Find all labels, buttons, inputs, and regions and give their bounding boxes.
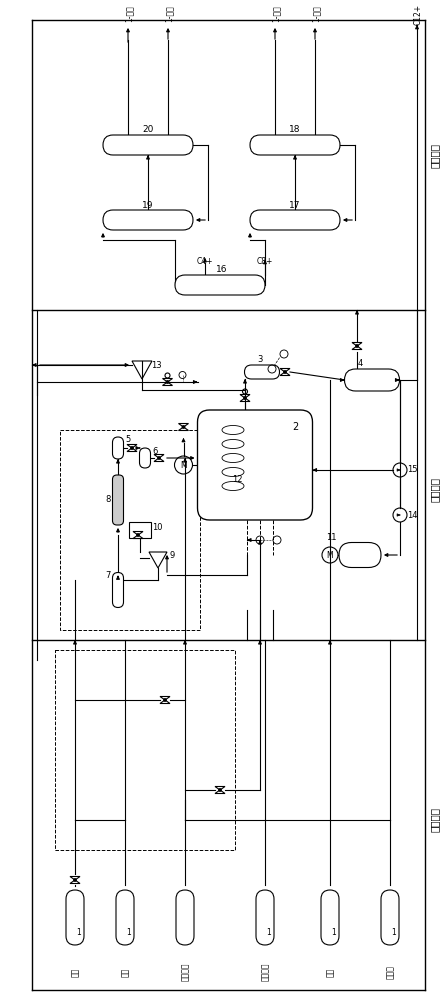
Text: 17: 17 (289, 200, 301, 210)
Text: 淬灭剂: 淬灭剂 (385, 965, 395, 979)
Text: 1: 1 (127, 928, 131, 937)
Circle shape (158, 457, 160, 459)
Circle shape (131, 447, 133, 449)
FancyBboxPatch shape (321, 890, 339, 945)
FancyBboxPatch shape (66, 890, 84, 945)
Text: 14: 14 (407, 510, 417, 520)
FancyBboxPatch shape (139, 448, 151, 468)
Text: 8: 8 (105, 495, 111, 504)
FancyBboxPatch shape (103, 135, 193, 155)
FancyBboxPatch shape (245, 365, 280, 379)
Text: 12: 12 (232, 476, 242, 485)
Circle shape (284, 371, 286, 373)
Text: 13: 13 (151, 360, 161, 369)
Text: 11: 11 (326, 533, 336, 542)
Text: 15: 15 (407, 466, 417, 475)
Text: 5: 5 (125, 436, 131, 444)
FancyBboxPatch shape (198, 410, 313, 520)
Text: 1-丁烯: 1-丁烯 (125, 6, 134, 22)
Text: 1-癸烯: 1-癸烯 (311, 6, 320, 22)
Text: 7: 7 (105, 572, 111, 580)
Text: 16: 16 (216, 265, 228, 274)
Text: 原料单元: 原料单元 (430, 808, 440, 832)
FancyBboxPatch shape (250, 135, 340, 155)
FancyBboxPatch shape (176, 890, 194, 945)
Text: 4: 4 (358, 359, 362, 367)
Text: 3: 3 (257, 355, 263, 363)
Text: C4+: C4+ (197, 256, 213, 265)
Text: 10: 10 (152, 524, 162, 532)
Bar (129, 522, 151, 538)
Text: M: M (327, 550, 333, 560)
Text: 18: 18 (289, 125, 301, 134)
Circle shape (166, 381, 169, 383)
FancyBboxPatch shape (345, 369, 400, 391)
Text: C12+: C12+ (414, 3, 422, 25)
Text: 溶剂: 溶剂 (326, 967, 335, 977)
Text: 氢气: 氢气 (121, 967, 129, 977)
Circle shape (356, 345, 358, 347)
Bar (60, 430, 200, 630)
Text: 1: 1 (332, 928, 336, 937)
Circle shape (182, 426, 185, 428)
Text: 1-己烯: 1-己烯 (164, 6, 173, 22)
Circle shape (74, 879, 76, 881)
FancyBboxPatch shape (103, 210, 193, 230)
FancyBboxPatch shape (116, 890, 134, 945)
Text: 2: 2 (292, 422, 298, 432)
Text: 反应单元: 反应单元 (430, 478, 440, 502)
Text: 主催化剂: 主催化剂 (181, 963, 190, 981)
FancyBboxPatch shape (112, 475, 124, 525)
FancyBboxPatch shape (175, 275, 265, 295)
FancyBboxPatch shape (256, 890, 274, 945)
FancyBboxPatch shape (381, 890, 399, 945)
FancyBboxPatch shape (112, 572, 124, 607)
Circle shape (137, 534, 139, 536)
Circle shape (244, 397, 246, 399)
FancyBboxPatch shape (339, 542, 381, 568)
Text: 1: 1 (77, 928, 82, 937)
Text: M: M (180, 460, 187, 470)
Text: 1-辛烯: 1-辛烯 (271, 6, 280, 22)
FancyBboxPatch shape (112, 437, 124, 459)
Text: 助催化剂: 助催化剂 (260, 963, 270, 981)
Text: 20: 20 (142, 125, 154, 134)
Bar (55, 650, 235, 850)
Circle shape (164, 699, 166, 701)
Text: 9: 9 (169, 552, 175, 560)
Text: C8+: C8+ (257, 256, 273, 265)
Text: 乙烯: 乙烯 (70, 967, 79, 977)
Text: 6: 6 (152, 446, 158, 456)
Text: 分离单元: 分离单元 (430, 142, 440, 167)
Text: 19: 19 (142, 200, 154, 210)
Circle shape (219, 789, 221, 791)
Text: 1: 1 (392, 928, 396, 937)
Text: 1: 1 (267, 928, 271, 937)
FancyBboxPatch shape (250, 210, 340, 230)
